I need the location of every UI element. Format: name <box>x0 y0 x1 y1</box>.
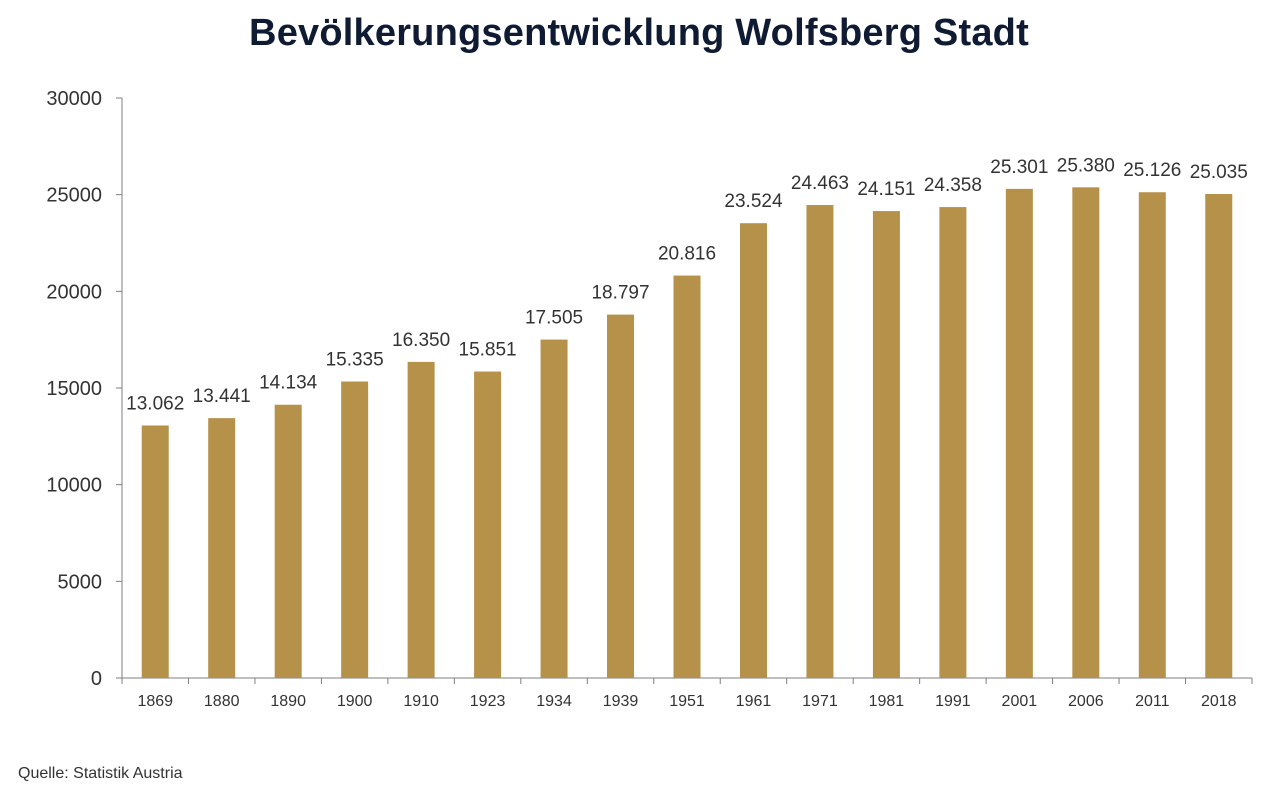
y-tick-label: 30000 <box>46 88 102 110</box>
x-tick-label: 1880 <box>204 693 240 710</box>
x-tick-label: 1869 <box>137 693 173 710</box>
bar-1951 <box>673 275 701 678</box>
x-tick-label: 1961 <box>736 693 772 710</box>
bar-1934 <box>540 339 568 678</box>
x-tick-label: 2011 <box>1135 693 1170 710</box>
x-tick-label: 1981 <box>869 693 905 710</box>
bar-1900 <box>341 381 369 678</box>
x-tick-label: 1971 <box>802 693 838 710</box>
data-label: 23.524 <box>724 191 783 212</box>
y-tick-label: 10000 <box>46 475 102 497</box>
data-label: 13.441 <box>193 386 251 407</box>
bar-2006 <box>1072 187 1100 678</box>
x-tick-label: 1939 <box>603 693 639 710</box>
bar-1880 <box>208 418 236 678</box>
x-tick-label: 1951 <box>669 693 705 710</box>
x-tick-label: 2001 <box>1002 693 1038 710</box>
bar-1971 <box>806 205 834 679</box>
source-note: Quelle: Statistik Austria <box>18 765 183 782</box>
y-tick-label: 25000 <box>46 185 102 207</box>
bar-1991 <box>939 207 967 678</box>
x-tick-label: 1991 <box>935 693 971 710</box>
data-label: 17.505 <box>525 308 583 329</box>
data-label: 15.851 <box>459 340 517 361</box>
y-tick-label: 0 <box>91 668 102 690</box>
y-axis: 0 5000 10000 15000 20000 25000 30000 <box>46 88 123 690</box>
data-label: 25.380 <box>1057 155 1115 176</box>
data-label: 20.816 <box>658 244 716 265</box>
bar-1961 <box>739 223 767 678</box>
data-labels: 13.062 13.441 14.134 15.335 16.350 15.851 17.5… <box>126 155 1248 414</box>
bars <box>141 187 1233 679</box>
y-tick-label: 20000 <box>46 281 102 303</box>
bar-1869 <box>141 425 169 678</box>
x-tick-label: 1890 <box>270 693 306 710</box>
data-label: 18.797 <box>591 283 649 304</box>
bar-1890 <box>274 404 302 678</box>
bar-1981 <box>872 211 900 678</box>
chart-title: Bevölkerungsentwicklung Wolfsberg Stadt <box>249 12 1029 54</box>
bar-2011 <box>1138 192 1166 679</box>
x-tick-label: 2006 <box>1068 693 1104 710</box>
data-label: 14.134 <box>259 373 318 394</box>
y-tick-label: 15000 <box>46 378 102 400</box>
data-label: 24.151 <box>857 179 915 200</box>
x-tick-label: 2018 <box>1201 693 1237 710</box>
x-tick-label: 1910 <box>403 693 439 710</box>
data-label: 15.335 <box>326 350 384 371</box>
bar-1923 <box>474 371 502 678</box>
x-tick-label: 1934 <box>536 693 572 710</box>
data-label: 16.350 <box>392 330 450 351</box>
data-label: 25.035 <box>1190 162 1248 183</box>
x-axis: 1869 1880 1890 1900 1910 1923 1934 1939 1951 1961… <box>121 677 1253 710</box>
bar-2018 <box>1205 193 1233 679</box>
bar-1939 <box>607 314 635 678</box>
data-label: 25.301 <box>990 157 1048 178</box>
data-label: 13.062 <box>126 393 184 414</box>
data-label: 24.358 <box>924 175 982 196</box>
data-label: 25.126 <box>1123 160 1181 181</box>
data-label: 24.463 <box>791 173 849 194</box>
x-tick-label: 1900 <box>337 693 373 710</box>
bar-2001 <box>1005 188 1033 678</box>
y-tick-label: 5000 <box>58 571 103 593</box>
x-tick-label: 1923 <box>470 693 506 710</box>
bar-1910 <box>407 361 435 678</box>
